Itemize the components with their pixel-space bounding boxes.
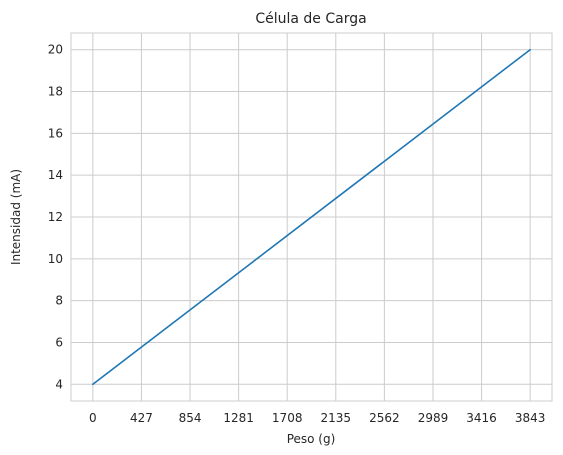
series-layer [92, 48, 531, 386]
series-line-0 [92, 48, 531, 386]
plot-frame [70, 32, 553, 402]
x-tick-label-0: 0 [89, 411, 97, 425]
y-tick-label-7: 18 [48, 85, 63, 99]
x-tick-label-9: 3843 [515, 411, 546, 425]
x-tick-label-5: 2135 [321, 411, 352, 425]
y-tick-label-2: 8 [55, 294, 63, 308]
chart-title: Célula de Carga [255, 11, 366, 27]
x-tick-label-7: 2989 [418, 411, 449, 425]
y-tick-label-0: 4 [55, 377, 63, 391]
y-tick-label-6: 16 [48, 126, 63, 140]
x-tick-label-2: 854 [179, 411, 202, 425]
y-tick-label-5: 14 [48, 168, 63, 182]
grid [71, 33, 552, 401]
y-tick-label-3: 10 [48, 252, 63, 266]
x-axis-label: Peso (g) [287, 432, 336, 446]
x-tick-label-1: 427 [130, 411, 153, 425]
x-tick-label-4: 1708 [272, 411, 303, 425]
x-tick-label-3: 1281 [223, 411, 254, 425]
y-tick-label-8: 20 [48, 43, 63, 57]
y-tick-label-1: 6 [55, 335, 63, 349]
x-tick-label-6: 2562 [369, 411, 400, 425]
y-tick-labels: 4 6 8 10 12 14 16 18 20 [48, 43, 63, 392]
x-tick-label-8: 3416 [466, 411, 497, 425]
x-tick-labels: 0 427 854 1281 1708 2135 2562 2989 3416 3843 [89, 411, 545, 425]
y-tick-label-4: 12 [48, 210, 63, 224]
y-axis-label: Intensidad (mA) [9, 169, 23, 265]
